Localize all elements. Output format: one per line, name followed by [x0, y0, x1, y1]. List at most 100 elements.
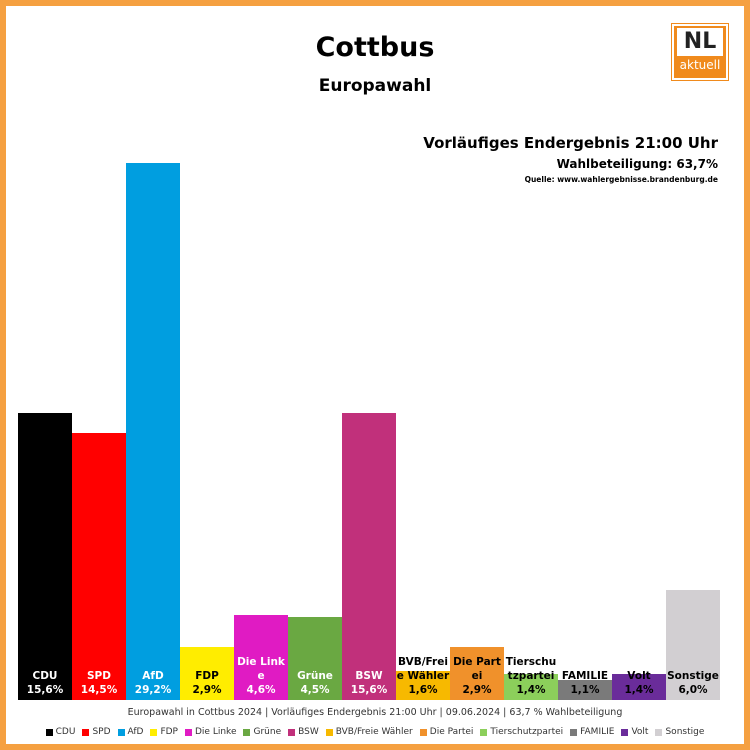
bar	[666, 589, 720, 700]
bar-label: SPD 14,5%	[72, 669, 126, 697]
legend-label: BSW	[298, 727, 319, 737]
bar-label: AfD 29,2%	[126, 669, 180, 697]
value-label: 2,9%	[192, 684, 222, 696]
bar-label: Sonstige 6,0%	[666, 669, 720, 697]
legend-label: Tierschutzpartei	[490, 727, 564, 737]
category-label: Tierschutzpartei	[505, 656, 557, 682]
category-label: Die Partei	[453, 656, 501, 682]
legend-item: CDU	[45, 727, 76, 737]
category-label: SPD	[87, 670, 111, 682]
chart-title: Cottbus	[315, 32, 435, 63]
value-label: 4,5%	[300, 684, 330, 696]
legend-item: BSW	[288, 727, 319, 737]
legend-label: Volt	[631, 727, 649, 737]
legend-swatch	[480, 728, 488, 736]
bar	[288, 617, 342, 700]
bar	[396, 670, 450, 700]
legend-swatch	[243, 728, 251, 736]
bar	[504, 674, 558, 700]
bar	[612, 674, 666, 700]
source: Quelle: www.wahlergebnisse.brandenburg.d…	[524, 175, 718, 184]
bar-label: Tierschutzpartei 1,4%	[504, 655, 558, 697]
bar-label: Die Partei 2,9%	[450, 655, 504, 697]
legend-swatch	[325, 728, 333, 736]
bar-label: FDP 2,9%	[180, 669, 234, 697]
value-label: 2,9%	[462, 684, 492, 696]
legend: CDU SPD AfD FDP Die Linke Grüne BSW BVB/Freie W…	[0, 727, 750, 737]
result-heading: Vorläufiges Endergebnis 21:00 Uhr	[423, 134, 718, 152]
bar	[180, 646, 234, 700]
bar-label: BSW 15,6%	[342, 669, 396, 697]
legend-label: Die Linke	[195, 727, 237, 737]
legend-item: Die Partei	[419, 727, 474, 737]
legend-item: Tierschutzpartei	[480, 727, 563, 737]
legend-swatch	[570, 728, 578, 736]
chart-subtitle: Europawahl	[318, 76, 432, 96]
bar	[72, 433, 126, 700]
value-label: 6,0%	[678, 684, 708, 696]
legend-item: SPD	[82, 727, 111, 737]
legend-label: CDU	[55, 727, 76, 737]
category-label: Volt	[627, 670, 651, 682]
bar-label: Volt 1,4%	[612, 669, 666, 697]
legend-item: AfD	[117, 727, 144, 737]
bar-label: FAMILIE 1,1%	[558, 669, 612, 697]
bar	[126, 163, 180, 700]
value-label: 4,6%	[246, 684, 276, 696]
legend-item: BVB/Freie Wähler	[325, 727, 413, 737]
legend-item: Die Linke	[185, 727, 236, 737]
legend-item: Sonstige	[655, 727, 704, 737]
legend-label: SPD	[92, 727, 111, 737]
legend-item: Volt	[621, 727, 648, 737]
legend-label: Grüne	[253, 727, 282, 737]
category-label: Grüne	[297, 670, 333, 682]
category-label: Sonstige	[667, 670, 719, 682]
value-label: 15,6%	[350, 684, 388, 696]
value-label: 1,6%	[408, 684, 438, 696]
value-label: 1,1%	[570, 684, 600, 696]
category-label: CDU	[32, 670, 58, 682]
legend-swatch	[45, 728, 53, 736]
legend-item: Grüne	[243, 727, 281, 737]
legend-item: FDP	[150, 727, 178, 737]
legend-label: FDP	[160, 727, 178, 737]
legend-label: AfD	[127, 727, 144, 737]
category-label: AfD	[142, 670, 164, 682]
bar-label: BVB/Freie Wähler 1,6%	[396, 655, 450, 697]
category-label: Die Linke	[237, 656, 285, 682]
legend-swatch	[655, 728, 663, 736]
footer: Europawahl in Cottbus 2024 | Vorläufiges…	[127, 707, 623, 718]
legend-swatch	[150, 728, 158, 736]
legend-swatch	[621, 728, 629, 736]
category-label: BVB/Freie Wähler	[396, 656, 450, 682]
value-label: 14,5%	[80, 684, 118, 696]
bar	[234, 615, 288, 700]
bar	[342, 413, 396, 700]
legend-swatch	[288, 728, 296, 736]
legend-label: Die Partei	[429, 727, 474, 737]
bar-label: Die Linke 4,6%	[234, 655, 288, 697]
legend-swatch	[185, 728, 192, 736]
bar-label: CDU 15,6%	[18, 669, 72, 697]
logo: NL aktuell	[671, 23, 729, 81]
category-label: BSW	[355, 670, 383, 682]
value-label: 1,4%	[516, 684, 546, 696]
value-label: 1,4%	[624, 684, 654, 696]
legend-item: FAMILIE	[570, 727, 614, 737]
value-label: 15,6%	[26, 684, 64, 696]
value-label: 29,2%	[134, 684, 172, 696]
category-label: FAMILIE	[561, 670, 609, 682]
bar	[450, 646, 504, 700]
legend-swatch	[117, 728, 125, 736]
bar	[18, 413, 72, 700]
legend-label: BVB/Freie Wähler	[335, 727, 413, 737]
bar	[558, 679, 612, 700]
legend-label: Sonstige	[665, 727, 705, 737]
category-label: FDP	[195, 670, 219, 682]
logo-bottom: aktuell	[679, 58, 721, 72]
logo-top: NL	[677, 28, 723, 56]
legend-swatch	[419, 728, 427, 736]
legend-label: FAMILIE	[580, 727, 615, 737]
bar-label: Grüne 4,5%	[288, 669, 342, 697]
